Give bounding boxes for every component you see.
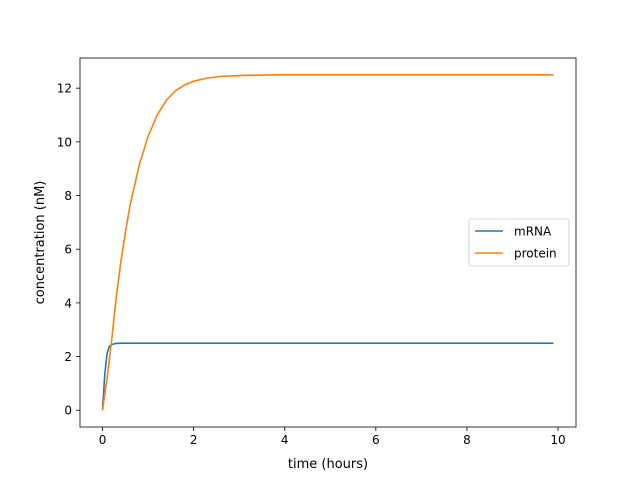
x-tick-label: 6	[372, 433, 380, 447]
x-tick-label: 8	[463, 433, 471, 447]
x-axis-label: time (hours)	[288, 457, 368, 472]
axes-frame	[79, 57, 577, 428]
series-line-mrna	[101, 342, 554, 411]
legend-label-mrna: mRNA	[514, 225, 552, 239]
plot-lines	[101, 73, 554, 411]
y-tick-label: 12	[57, 82, 72, 96]
x-tick-label: 10	[550, 433, 565, 447]
y-tick-label: 6	[64, 243, 72, 257]
legend: mRNA protein	[468, 218, 570, 267]
legend-label-protein: protein	[514, 247, 557, 261]
y-tick-label: 8	[64, 189, 72, 203]
x-tick-label: 2	[190, 433, 198, 447]
x-axis-ticks: 0 2 4 6 8 10	[99, 427, 566, 447]
series-line-protein	[101, 73, 554, 411]
y-tick-label: 10	[57, 135, 72, 149]
y-tick-label: 4	[64, 296, 72, 310]
x-tick-label: 0	[99, 433, 107, 447]
y-axis-ticks: 0 2 4 6 8 10 12	[57, 82, 80, 418]
y-tick-label: 0	[64, 404, 72, 418]
y-tick-label: 2	[64, 350, 72, 364]
x-tick-label: 4	[281, 433, 289, 447]
y-axis-label: concentration (nM)	[33, 181, 48, 305]
